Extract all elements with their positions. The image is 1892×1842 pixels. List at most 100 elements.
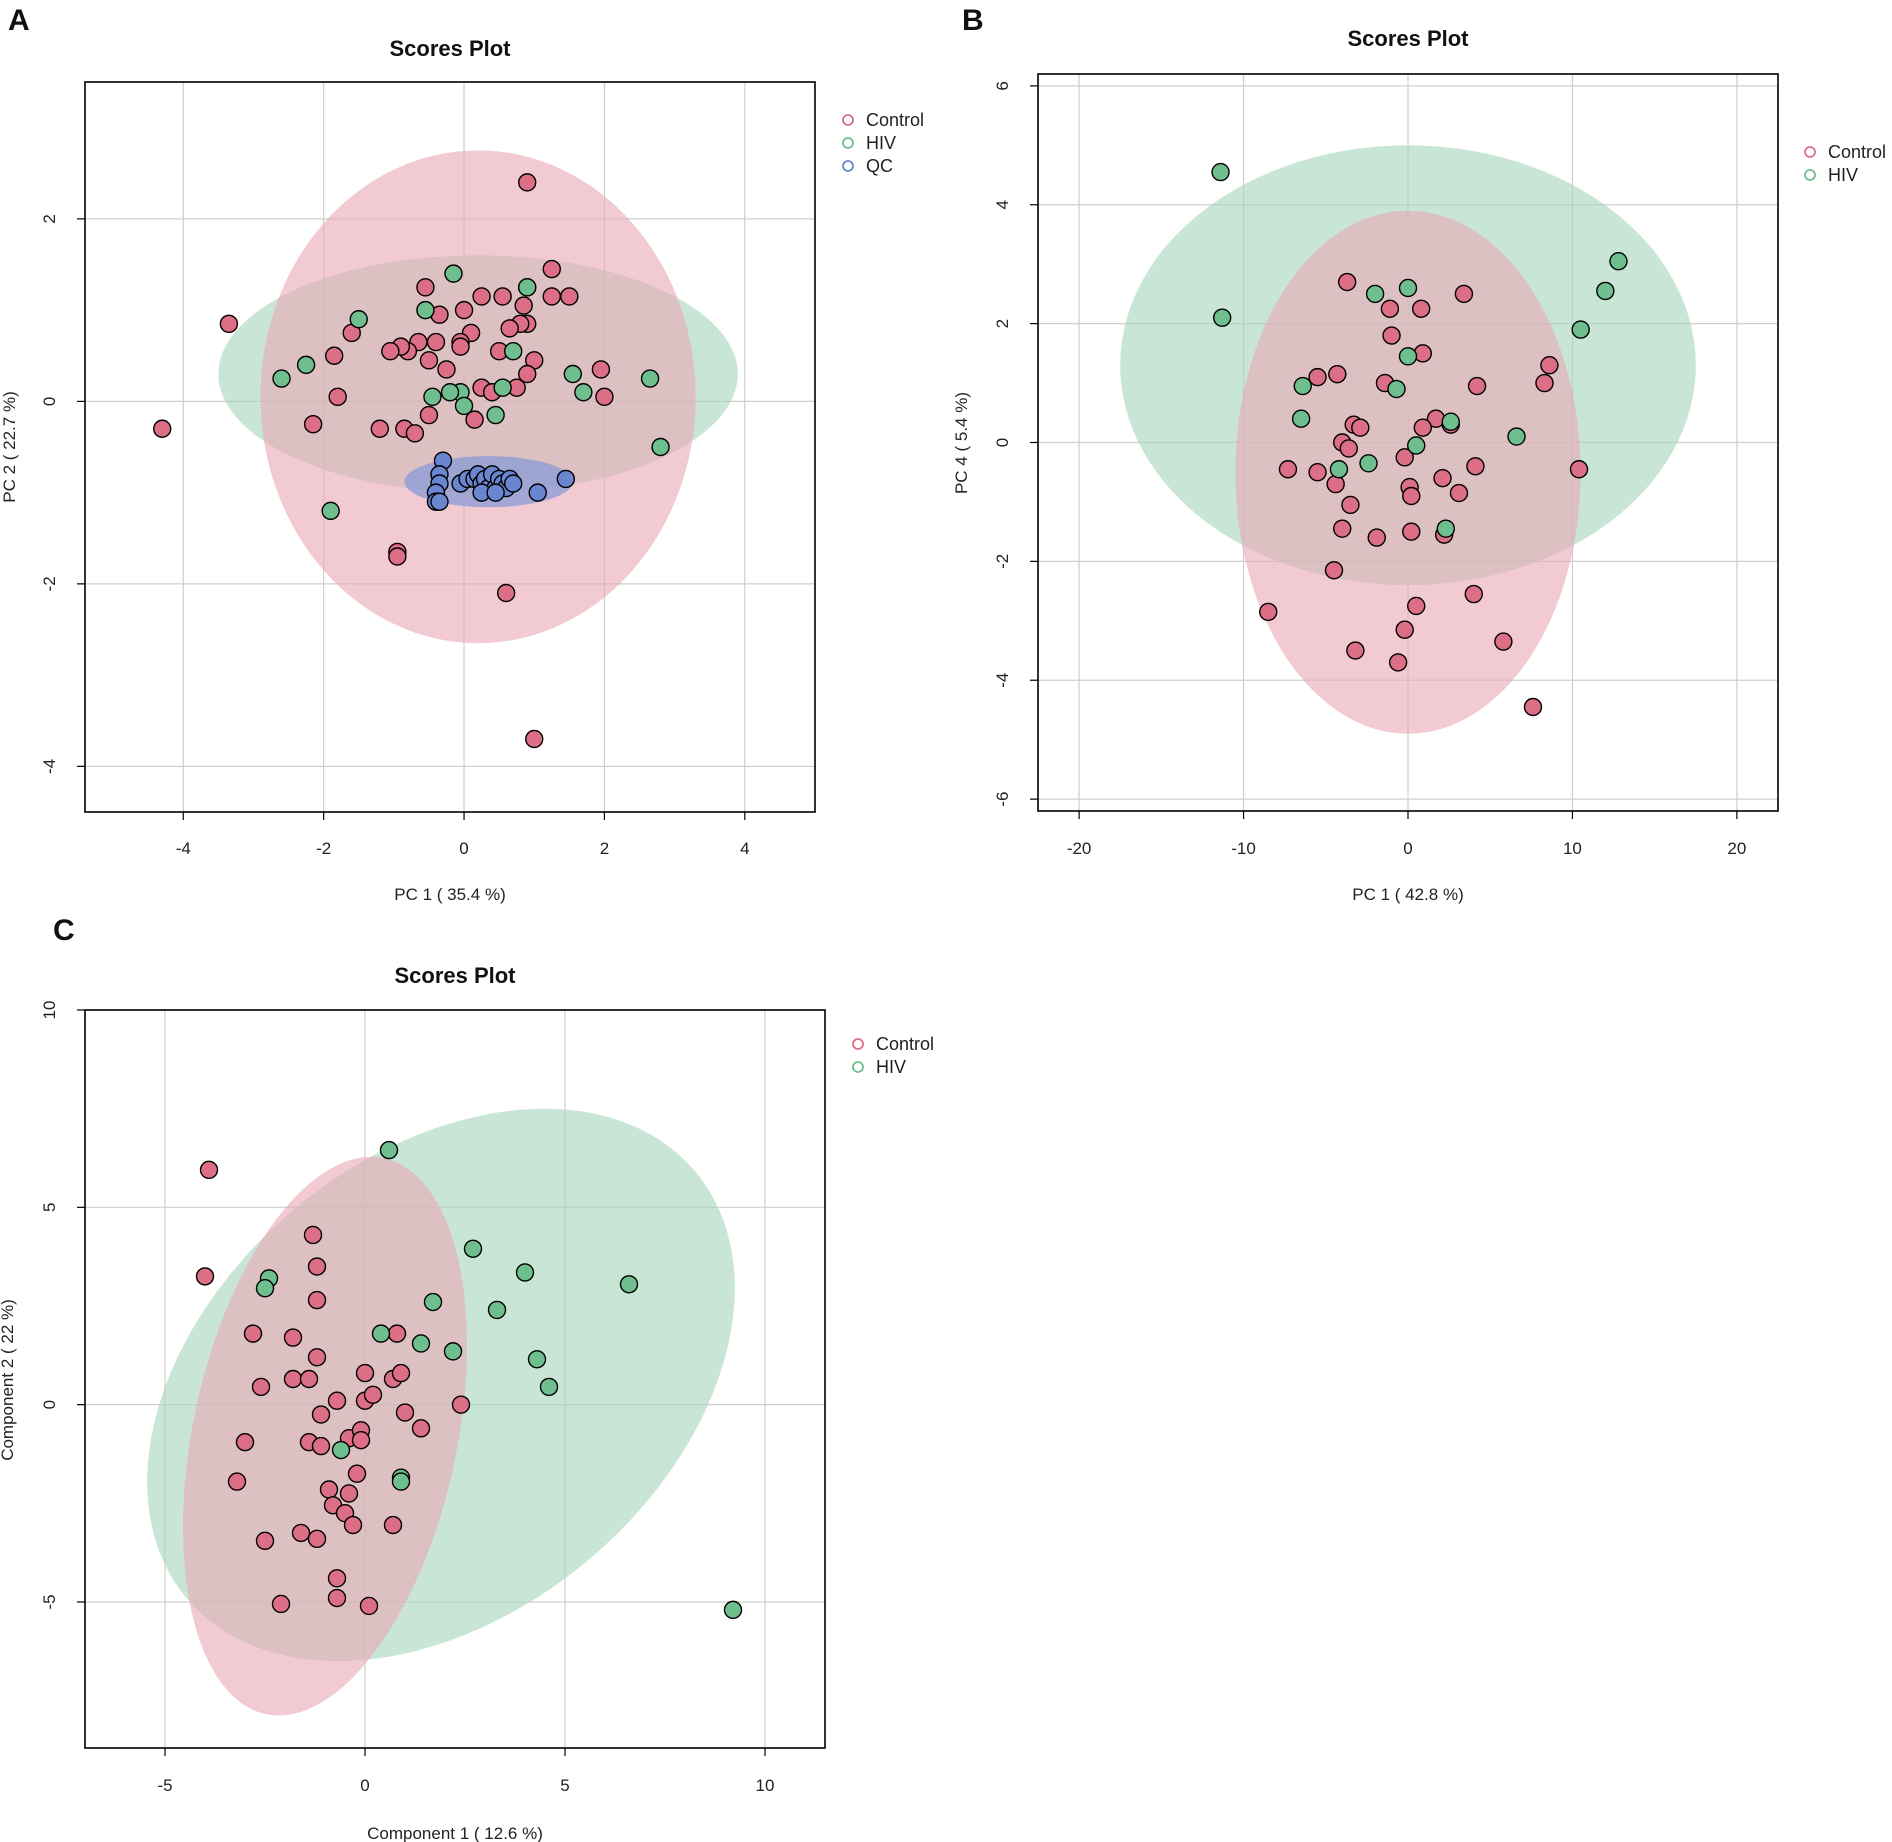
data-point-control	[291, 1523, 311, 1543]
data-point-hiv	[296, 355, 316, 375]
data-point-control	[419, 351, 439, 370]
data-point-hiv	[1398, 347, 1418, 366]
data-point-control	[307, 1257, 327, 1276]
data-point-control	[307, 1290, 327, 1310]
data-points-a	[153, 173, 670, 749]
panel-label-c: C	[53, 914, 75, 947]
data-point-control	[465, 410, 484, 429]
data-point-hiv	[443, 1342, 463, 1361]
data-point-hiv	[1359, 454, 1378, 473]
data-point-control	[1380, 299, 1400, 318]
data-point-control	[324, 346, 344, 365]
data-point-hiv	[486, 405, 505, 425]
data-point-control	[1395, 448, 1414, 467]
data-point-control	[363, 1385, 383, 1404]
data-point-control	[1326, 474, 1345, 494]
data-point-control	[311, 1405, 331, 1424]
data-point-hiv	[1609, 252, 1628, 271]
data-point-hiv	[1407, 436, 1426, 455]
data-point-hiv	[539, 1377, 559, 1397]
data-point-control	[1367, 528, 1386, 547]
y-ticks-a: -4 -2 0 2	[40, 214, 85, 774]
data-point-control	[1308, 367, 1327, 387]
legend-marker-hiv	[842, 137, 854, 149]
data-points-c	[195, 1140, 743, 1620]
data-point-control	[387, 1324, 407, 1343]
data-point-control	[1466, 457, 1485, 476]
y-tick-label-b: 6	[993, 81, 1012, 90]
data-point-control	[1464, 584, 1483, 604]
data-point-qc	[528, 483, 547, 502]
data-point-control	[493, 287, 512, 306]
legend-marker-hiv	[1804, 169, 1816, 181]
data-point-hiv	[1293, 376, 1312, 396]
data-point-hiv	[321, 501, 340, 521]
data-point-control	[1259, 602, 1278, 622]
data-point-hiv	[371, 1324, 391, 1343]
confidence-ellipse-control	[183, 1156, 467, 1716]
confidence-ellipses-c	[147, 1108, 735, 1716]
legend-marker-control	[842, 114, 854, 126]
data-point-control	[235, 1432, 255, 1452]
x-tick-label-a: 2	[600, 839, 609, 858]
data-point-hiv	[527, 1350, 547, 1369]
x-ticks-c: -5 0 5 10	[157, 1748, 774, 1795]
data-point-control	[426, 332, 446, 352]
data-point-control	[359, 1596, 379, 1616]
plot-frame-c	[84, 1009, 826, 1749]
data-point-control	[496, 583, 516, 603]
panel-label-a: A	[8, 4, 30, 37]
data-point-hiv	[1441, 412, 1460, 431]
data-point-hiv	[331, 1440, 351, 1460]
data-point-control	[199, 1160, 219, 1180]
data-point-control	[327, 1569, 347, 1588]
data-point-control	[1324, 561, 1344, 580]
legend-marker-control	[1804, 146, 1816, 158]
x-ticks-a: -4 -2 0 2 4	[176, 812, 750, 858]
x-tick-label-c: 10	[756, 1776, 775, 1795]
data-point-hiv	[379, 1140, 399, 1160]
y-tick-label-c: 10	[40, 1001, 59, 1020]
y-tick-label-a: 0	[40, 397, 59, 406]
data-point-hiv	[574, 383, 593, 402]
data-point-control	[299, 1369, 319, 1389]
y-tick-label-a: -2	[40, 576, 59, 591]
data-point-control	[437, 360, 456, 379]
legend-label-hiv: HIV	[866, 133, 896, 153]
data-point-control	[1278, 460, 1298, 479]
data-point-control	[1308, 463, 1327, 482]
data-point-hiv	[349, 310, 368, 329]
data-point-control	[283, 1328, 303, 1347]
data-point-control	[518, 364, 537, 384]
y-tick-label-c: 0	[40, 1400, 59, 1409]
legend-marker-qc	[842, 160, 854, 172]
data-point-hiv	[518, 278, 537, 297]
data-point-control	[153, 419, 172, 438]
data-point-hiv	[503, 341, 523, 361]
data-point-control	[355, 1363, 375, 1383]
data-point-hiv	[1571, 320, 1590, 339]
data-point-hiv	[487, 1300, 507, 1320]
data-point-hiv	[723, 1600, 743, 1620]
x-tick-label-b: -20	[1067, 839, 1092, 858]
data-point-control	[307, 1529, 327, 1549]
x-tick-label-a: 4	[740, 839, 749, 858]
data-point-control	[1413, 418, 1433, 437]
chart-title-b: Scores Plot	[1347, 26, 1469, 51]
data-point-hiv	[1211, 162, 1230, 182]
panel-label-b: B	[962, 4, 984, 37]
data-point-control	[1339, 439, 1359, 458]
data-point-control	[328, 387, 347, 407]
data-point-control	[347, 1464, 367, 1483]
y-tick-label-b: -2	[993, 554, 1012, 569]
data-point-control	[370, 419, 390, 438]
data-point-control	[307, 1348, 327, 1367]
data-point-hiv	[255, 1279, 275, 1298]
data-point-hiv	[444, 264, 463, 283]
data-point-control	[381, 341, 400, 361]
data-point-control	[419, 405, 439, 425]
data-point-hiv	[1387, 379, 1406, 399]
data-point-control	[1407, 596, 1426, 616]
legend-label-control: Control	[866, 110, 924, 130]
